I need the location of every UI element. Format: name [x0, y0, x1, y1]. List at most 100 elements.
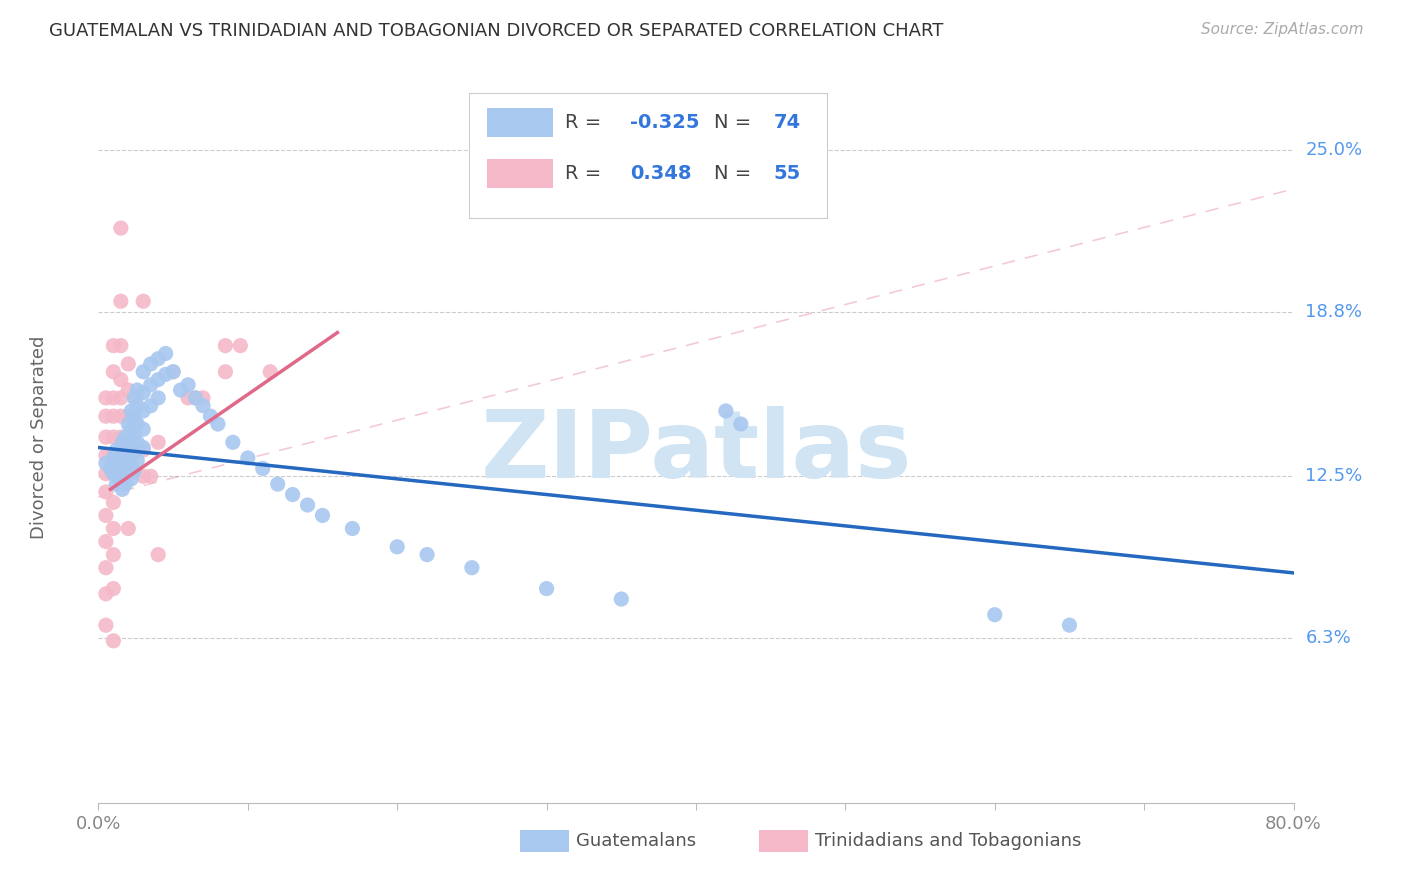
Text: R =: R =	[565, 164, 607, 183]
Point	[311, 508, 333, 523]
Point	[214, 339, 236, 353]
Point	[191, 399, 214, 413]
Text: 55: 55	[773, 164, 801, 183]
Point	[103, 548, 125, 562]
Point	[117, 417, 139, 431]
Point	[259, 365, 281, 379]
Point	[127, 399, 149, 413]
Point	[184, 391, 207, 405]
Point	[127, 383, 149, 397]
Point	[132, 385, 155, 400]
Point	[94, 508, 117, 523]
Point	[236, 450, 259, 465]
Text: 25.0%: 25.0%	[1306, 141, 1362, 159]
Point	[200, 409, 222, 424]
Point	[117, 467, 139, 481]
Point	[114, 461, 136, 475]
Point	[124, 391, 146, 405]
Point	[105, 443, 128, 458]
Text: 74: 74	[773, 113, 801, 132]
Text: 6.3%: 6.3%	[1306, 629, 1351, 648]
Point	[103, 450, 125, 465]
Point	[214, 365, 236, 379]
Text: -0.325: -0.325	[630, 113, 700, 132]
Point	[127, 453, 149, 467]
Point	[111, 450, 134, 465]
Text: Guatemalans: Guatemalans	[576, 832, 696, 850]
Point	[114, 446, 136, 460]
Point	[103, 365, 125, 379]
Point	[94, 467, 117, 481]
Point	[148, 351, 170, 366]
Point	[536, 582, 558, 596]
Text: 12.5%: 12.5%	[1306, 467, 1362, 485]
Point	[124, 446, 146, 460]
Point	[114, 430, 136, 444]
Point	[125, 391, 148, 405]
Point	[120, 422, 142, 436]
Text: GUATEMALAN VS TRINIDADIAN AND TOBAGONIAN DIVORCED OR SEPARATED CORRELATION CHART: GUATEMALAN VS TRINIDADIAN AND TOBAGONIAN…	[49, 22, 943, 40]
Point	[103, 430, 125, 444]
Point	[127, 417, 149, 431]
Point	[94, 430, 117, 444]
Point	[120, 441, 142, 455]
FancyBboxPatch shape	[486, 108, 553, 137]
Text: N =: N =	[714, 113, 758, 132]
Point	[117, 435, 139, 450]
Point	[111, 467, 134, 481]
Point	[94, 560, 117, 574]
Point	[132, 469, 155, 483]
Point	[207, 417, 229, 431]
Point	[148, 435, 170, 450]
Point	[162, 365, 184, 379]
Point	[117, 357, 139, 371]
Point	[132, 422, 155, 436]
Point	[110, 221, 132, 235]
Point	[110, 409, 132, 424]
Point	[108, 448, 131, 462]
Point	[139, 399, 162, 413]
Point	[730, 417, 752, 431]
Point	[120, 404, 142, 418]
Point	[229, 339, 252, 353]
Point	[110, 391, 132, 405]
Point	[98, 461, 122, 475]
Point	[108, 461, 131, 475]
Point	[281, 487, 304, 501]
Point	[108, 472, 131, 486]
Point	[103, 521, 125, 535]
Point	[267, 477, 290, 491]
Text: Source: ZipAtlas.com: Source: ZipAtlas.com	[1201, 22, 1364, 37]
Point	[103, 467, 125, 481]
Point	[111, 435, 134, 450]
Point	[103, 582, 125, 596]
Point	[184, 391, 207, 405]
Point	[297, 498, 319, 512]
Point	[110, 294, 132, 309]
Point	[132, 443, 155, 458]
Point	[94, 618, 117, 632]
Point	[114, 477, 136, 491]
Point	[125, 417, 148, 431]
Point	[177, 377, 200, 392]
Point	[117, 409, 139, 424]
Point	[222, 435, 245, 450]
Point	[117, 435, 139, 450]
Text: ZIPatlas: ZIPatlas	[481, 406, 911, 498]
Point	[714, 404, 737, 418]
FancyBboxPatch shape	[486, 159, 553, 188]
Point	[342, 521, 364, 535]
Point	[103, 633, 125, 648]
Point	[120, 472, 142, 486]
Text: Trinidadians and Tobagonians: Trinidadians and Tobagonians	[815, 832, 1081, 850]
Point	[148, 391, 170, 405]
Point	[117, 521, 139, 535]
Point	[177, 391, 200, 405]
FancyBboxPatch shape	[470, 94, 827, 218]
Point	[124, 409, 146, 424]
Point	[110, 430, 132, 444]
Text: 0.348: 0.348	[630, 164, 692, 183]
Point	[94, 534, 117, 549]
Point	[252, 461, 274, 475]
Point	[148, 548, 170, 562]
